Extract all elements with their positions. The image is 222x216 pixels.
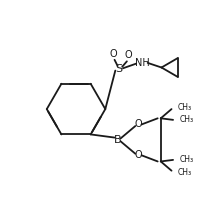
Text: B: B: [114, 135, 121, 145]
Text: CH₃: CH₃: [178, 103, 192, 112]
Text: NH: NH: [135, 58, 150, 68]
Text: O: O: [135, 119, 142, 129]
Text: CH₃: CH₃: [179, 155, 193, 164]
Text: CH₃: CH₃: [179, 115, 193, 124]
Text: CH₃: CH₃: [178, 168, 192, 177]
Text: O: O: [109, 49, 117, 59]
Text: O: O: [135, 150, 142, 160]
Text: O: O: [125, 50, 132, 60]
Text: S: S: [116, 64, 123, 74]
